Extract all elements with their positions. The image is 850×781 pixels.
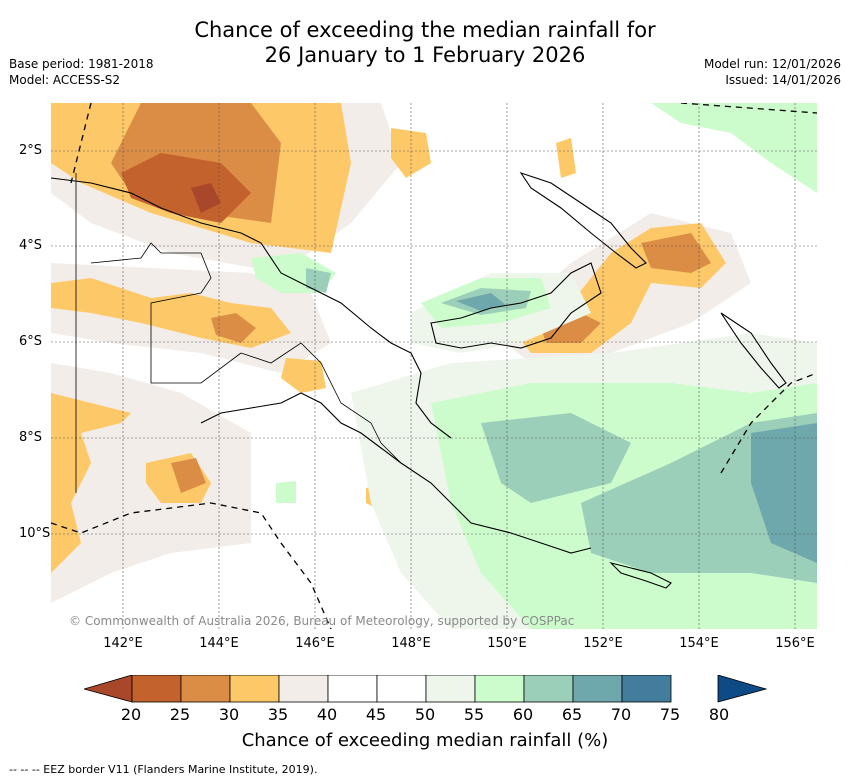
colorbar-segment xyxy=(278,675,329,703)
wet-region-southeast-70 xyxy=(751,423,817,563)
wet-region-southeast-65 xyxy=(481,413,817,583)
cb-tick-40: 40 xyxy=(316,705,338,724)
dry-patch-east-top xyxy=(556,138,576,178)
colorbar xyxy=(84,675,768,703)
colorbar-low-arrow xyxy=(84,675,133,703)
eez-northwest xyxy=(70,103,92,184)
lon-label-146E: 146°E xyxy=(295,636,335,651)
meta-right: Model run: 12/01/2026 Issued: 14/01/2026 xyxy=(704,56,841,88)
wet-spot-south xyxy=(276,481,296,503)
lon-label-142E: 142°E xyxy=(103,636,143,651)
cb-tick-60: 60 xyxy=(512,705,534,724)
lon-label-156E: 156°E xyxy=(775,636,815,651)
cb-tick-70: 70 xyxy=(610,705,632,724)
cb-tick-80: 80 xyxy=(708,705,730,724)
dry-region-east-30b xyxy=(641,233,711,273)
dry-band-west-30 xyxy=(211,313,256,343)
border-province-1 xyxy=(90,242,242,384)
cb-tick-45: 45 xyxy=(365,705,387,724)
coast-new-guinea-north xyxy=(51,177,452,439)
lon-label-154E: 154°E xyxy=(679,636,719,651)
cb-tick-30: 30 xyxy=(218,705,240,724)
dry-region-southwest-3 xyxy=(171,458,206,493)
coast-new-ireland xyxy=(519,171,647,269)
lat-label-6S: 6°S xyxy=(19,334,43,349)
dry-region-north-25 xyxy=(191,183,221,213)
title-line-2: 26 January to 1 February 2026 xyxy=(264,43,586,67)
eez-legend-note: -- -- -- EEZ border V11 (Flanders Marine… xyxy=(9,763,318,776)
wet-spot-west-2 xyxy=(306,268,331,293)
coast-new-guinea-south xyxy=(200,392,592,554)
colorbar-segment xyxy=(572,675,623,703)
cb-tick-25: 25 xyxy=(169,705,191,724)
cb-tick-55: 55 xyxy=(463,705,485,724)
coast-new-britain xyxy=(430,262,602,349)
colorbar-segment xyxy=(180,675,231,703)
lat-label-10S: 10°S xyxy=(19,526,51,541)
colorbar-segment xyxy=(229,675,280,703)
wet-region-northeast xyxy=(651,103,817,193)
dry-region-east-30 xyxy=(541,313,601,343)
copyright-notice: © Commonwealth of Australia 2026, Bureau… xyxy=(69,614,575,628)
model-run: Model run: 12/01/2026 xyxy=(703,57,841,71)
coast-bougainville xyxy=(720,312,787,389)
colorbar-segment xyxy=(474,675,525,703)
probability-shading xyxy=(51,103,817,629)
lat-label-2S: 2°S xyxy=(19,143,43,158)
dry-spot-central xyxy=(281,358,326,393)
lat-label-4S: 4°S xyxy=(19,238,43,253)
chart-title: Chance of exceeding the median rainfall … xyxy=(0,18,850,68)
lon-label-144E: 144°E xyxy=(199,636,239,651)
model-name: Model: ACCESS-S2 xyxy=(9,73,121,87)
colorbar-high-arrow xyxy=(717,675,768,703)
wet-region-center-70 xyxy=(456,293,506,311)
eez-southwest xyxy=(51,502,332,629)
lon-label-150E: 150°E xyxy=(487,636,527,651)
colorbar-segment xyxy=(376,675,427,703)
cb-tick-50: 50 xyxy=(414,705,436,724)
colorbar-title: Chance of exceeding median rainfall (%) xyxy=(241,730,609,751)
map-svg xyxy=(51,103,817,629)
lat-label-8S: 8°S xyxy=(19,430,43,445)
coast-island-group-se xyxy=(609,561,672,589)
cb-tick-65: 65 xyxy=(561,705,583,724)
colorbar-segment xyxy=(131,675,182,703)
lon-label-152E: 152°E xyxy=(583,636,623,651)
colorbar-segment xyxy=(621,675,672,703)
issued-date: Issued: 14/01/2026 xyxy=(725,73,841,87)
meta-left: Base period: 1981-2018 Model: ACCESS-S2 xyxy=(9,56,154,88)
coastlines xyxy=(51,171,787,589)
colorbar-segment xyxy=(523,675,574,703)
borders xyxy=(75,173,402,493)
eez-borders xyxy=(51,103,817,629)
colorbar-segment xyxy=(425,675,476,703)
cb-tick-75: 75 xyxy=(659,705,681,724)
dry-region-north-30 xyxy=(121,153,251,223)
title-line-1: Chance of exceeding the median rainfall … xyxy=(194,18,656,42)
colorbar-segments xyxy=(131,675,672,703)
base-period: Base period: 1981-2018 xyxy=(9,57,154,71)
rainfall-map xyxy=(51,103,817,629)
cb-tick-20: 20 xyxy=(120,705,142,724)
colorbar-segment xyxy=(327,675,378,703)
lon-label-148E: 148°E xyxy=(391,636,431,651)
border-province-2 xyxy=(240,342,402,464)
eez-northeast xyxy=(680,103,817,114)
cb-tick-35: 35 xyxy=(267,705,289,724)
